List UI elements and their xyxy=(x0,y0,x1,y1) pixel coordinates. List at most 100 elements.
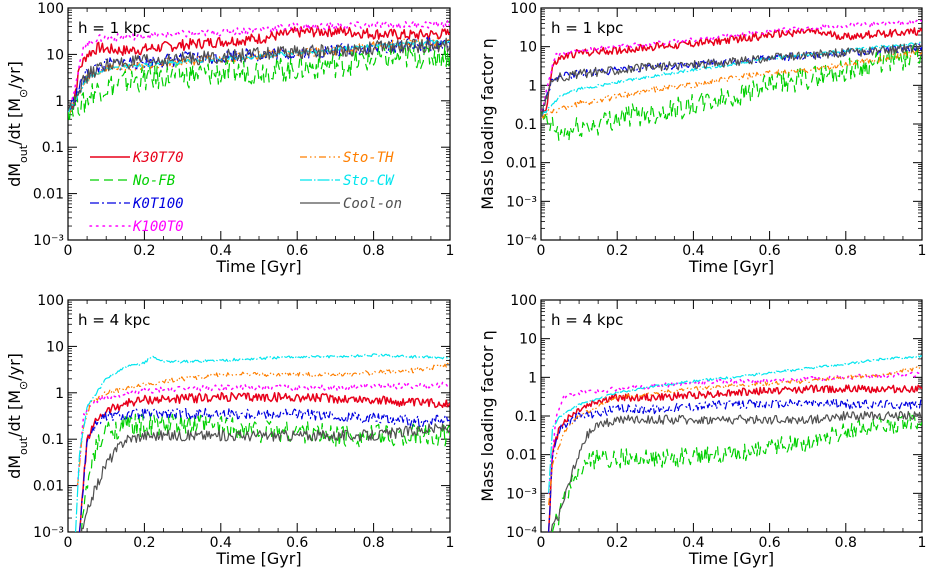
y-tick-label: 10⁻³ xyxy=(33,233,64,249)
y-tick-label: 100 xyxy=(37,293,64,309)
x-tick-label: 0.4 xyxy=(210,243,232,259)
legend-label-no-fb: No-FB xyxy=(132,173,175,189)
y-tick-label: 1 xyxy=(55,386,64,402)
x-tick-label: 1 xyxy=(446,535,455,551)
series-line-cool-on xyxy=(548,410,922,532)
panel-3: 0 0.2 0.4 0.6 0.8 1 10⁻³ 0.01 0.1 1 10 100 Time [Gyr… xyxy=(5,293,454,568)
x-tick-label: 0.8 xyxy=(362,243,384,259)
x-axis-label: Time [Gyr] xyxy=(688,257,774,276)
series-line-sto-cw xyxy=(541,41,922,118)
series-line-k0t100 xyxy=(548,398,922,532)
y-tick-label: 10⁻³ xyxy=(506,486,537,502)
x-axis-label: Time [Gyr] xyxy=(215,549,301,568)
y-tick-label: 10 xyxy=(46,47,64,63)
panel-annotation: h = 1 kpc xyxy=(551,19,623,37)
x-tick-label: 0.6 xyxy=(286,243,308,259)
series-line-no-fb xyxy=(68,42,450,123)
y-tick-label: 0.1 xyxy=(515,409,537,425)
panel-2: 0 0.2 0.4 0.6 0.8 1 10⁻⁴ 10⁻³ 0.01 0.1 1 10 100 Time … xyxy=(478,1,926,276)
y-tick-label: 0.1 xyxy=(42,140,64,156)
series-line-k30t70 xyxy=(68,25,450,112)
panel-annotation: h = 4 kpc xyxy=(551,311,623,329)
series-group xyxy=(541,19,922,141)
legend-label-sto-cw: Sto-CW xyxy=(343,173,395,189)
x-tick-label: 0 xyxy=(64,535,73,551)
series-line-no-fb xyxy=(551,412,922,532)
y-tick-label: 100 xyxy=(510,293,537,309)
legend: K30T70 No-FB K0T100 K100T0 Sto-TH Sto-CW Cool-… xyxy=(89,150,402,235)
x-tick-label: 0 xyxy=(537,243,546,259)
y-tick-label: 0.01 xyxy=(506,448,537,464)
x-tick-label: 0 xyxy=(64,243,73,259)
x-tick-label: 1 xyxy=(446,243,455,259)
series-line-sto-cw xyxy=(548,355,922,494)
y-tick-label: 10 xyxy=(519,40,537,56)
x-tick-label: 0.4 xyxy=(210,535,232,551)
y-tick-label: 10⁻⁴ xyxy=(506,233,537,249)
series-line-sto-cw xyxy=(75,353,450,532)
panel-1: 0 0.2 0.4 0.6 0.8 1 10⁻³ 0.01 0.1 1 10 100 Time [Gyr… xyxy=(5,1,454,276)
series-line-k100t0 xyxy=(68,20,450,112)
x-tick-label: 0.6 xyxy=(286,535,308,551)
x-tick-label: 0.4 xyxy=(682,535,704,551)
series-line-k100t0 xyxy=(541,19,922,118)
series-line-cool-on xyxy=(68,37,450,112)
panel-4: 0 0.2 0.4 0.6 0.8 1 10⁻⁴ 10⁻³ 0.01 0.1 1 10 100 Time … xyxy=(478,293,926,568)
plot-frame xyxy=(540,7,923,241)
series-line-k100t0 xyxy=(547,371,922,495)
legend-label-cool-on: Cool-on xyxy=(343,196,402,212)
y-tick-label: 0.1 xyxy=(42,432,64,448)
x-tick-label: 0.6 xyxy=(758,535,780,551)
y-tick-label: 1 xyxy=(528,370,537,386)
x-tick-label: 1 xyxy=(918,243,926,259)
x-tick-label: 0.2 xyxy=(606,535,628,551)
series-line-cool-on xyxy=(80,423,450,532)
legend-label-sto-th: Sto-TH xyxy=(343,150,394,166)
plot-frame xyxy=(67,299,451,533)
x-tick-label: 0.8 xyxy=(835,535,857,551)
x-tick-label: 0.2 xyxy=(606,243,628,259)
series-group xyxy=(547,355,922,532)
x-tick-label: 0.8 xyxy=(835,243,857,259)
series-line-k100t0 xyxy=(76,381,450,487)
legend-label-k0t100: K0T100 xyxy=(132,196,184,212)
series-line-sto-th xyxy=(68,37,450,113)
plot-frame xyxy=(540,299,923,533)
x-tick-label: 0.6 xyxy=(758,243,780,259)
panel-annotation: h = 4 kpc xyxy=(78,311,150,329)
y-tick-label: 100 xyxy=(37,1,64,17)
series-line-k0t100 xyxy=(541,43,922,118)
series-line-sto-th xyxy=(76,362,450,486)
series-line-no-fb xyxy=(541,45,922,141)
series-line-cool-on xyxy=(541,42,922,118)
y-tick-label: 10⁻³ xyxy=(506,194,537,210)
y-axis-label: dMout/dt [M⊙/yr] xyxy=(5,353,30,479)
x-tick-label: 1 xyxy=(918,535,926,551)
series-line-sto-th xyxy=(541,49,922,119)
y-axis-label: Mass loading factor η xyxy=(478,330,497,502)
series-line-k30t70 xyxy=(547,384,922,532)
y-tick-label: 1 xyxy=(55,94,64,110)
panel-annotation: h = 1 kpc xyxy=(78,19,150,37)
x-tick-label: 0.4 xyxy=(682,243,704,259)
series-line-no-fb xyxy=(80,413,450,532)
series-line-k30t70 xyxy=(78,391,450,532)
legend-label-k30t70: K30T70 xyxy=(132,150,184,166)
series-line-sto-th xyxy=(548,366,922,506)
series-line-k0t100 xyxy=(68,36,450,112)
y-tick-label: 0.01 xyxy=(506,156,537,172)
series-line-k30t70 xyxy=(541,27,922,118)
x-tick-label: 0.2 xyxy=(133,243,155,259)
y-tick-label: 0.1 xyxy=(515,117,537,133)
series-line-k0t100 xyxy=(78,407,450,532)
y-tick-label: 10 xyxy=(519,332,537,348)
x-tick-label: 0 xyxy=(537,535,546,551)
series-group xyxy=(68,20,450,123)
y-tick-label: 100 xyxy=(510,1,537,17)
x-axis-label: Time [Gyr] xyxy=(215,257,301,276)
x-axis-label: Time [Gyr] xyxy=(688,549,774,568)
y-tick-label: 1 xyxy=(528,78,537,94)
y-axis-label: dMout/dt [M⊙/yr] xyxy=(5,61,30,187)
x-tick-label: 0.8 xyxy=(362,535,384,551)
y-tick-label: 10 xyxy=(46,339,64,355)
